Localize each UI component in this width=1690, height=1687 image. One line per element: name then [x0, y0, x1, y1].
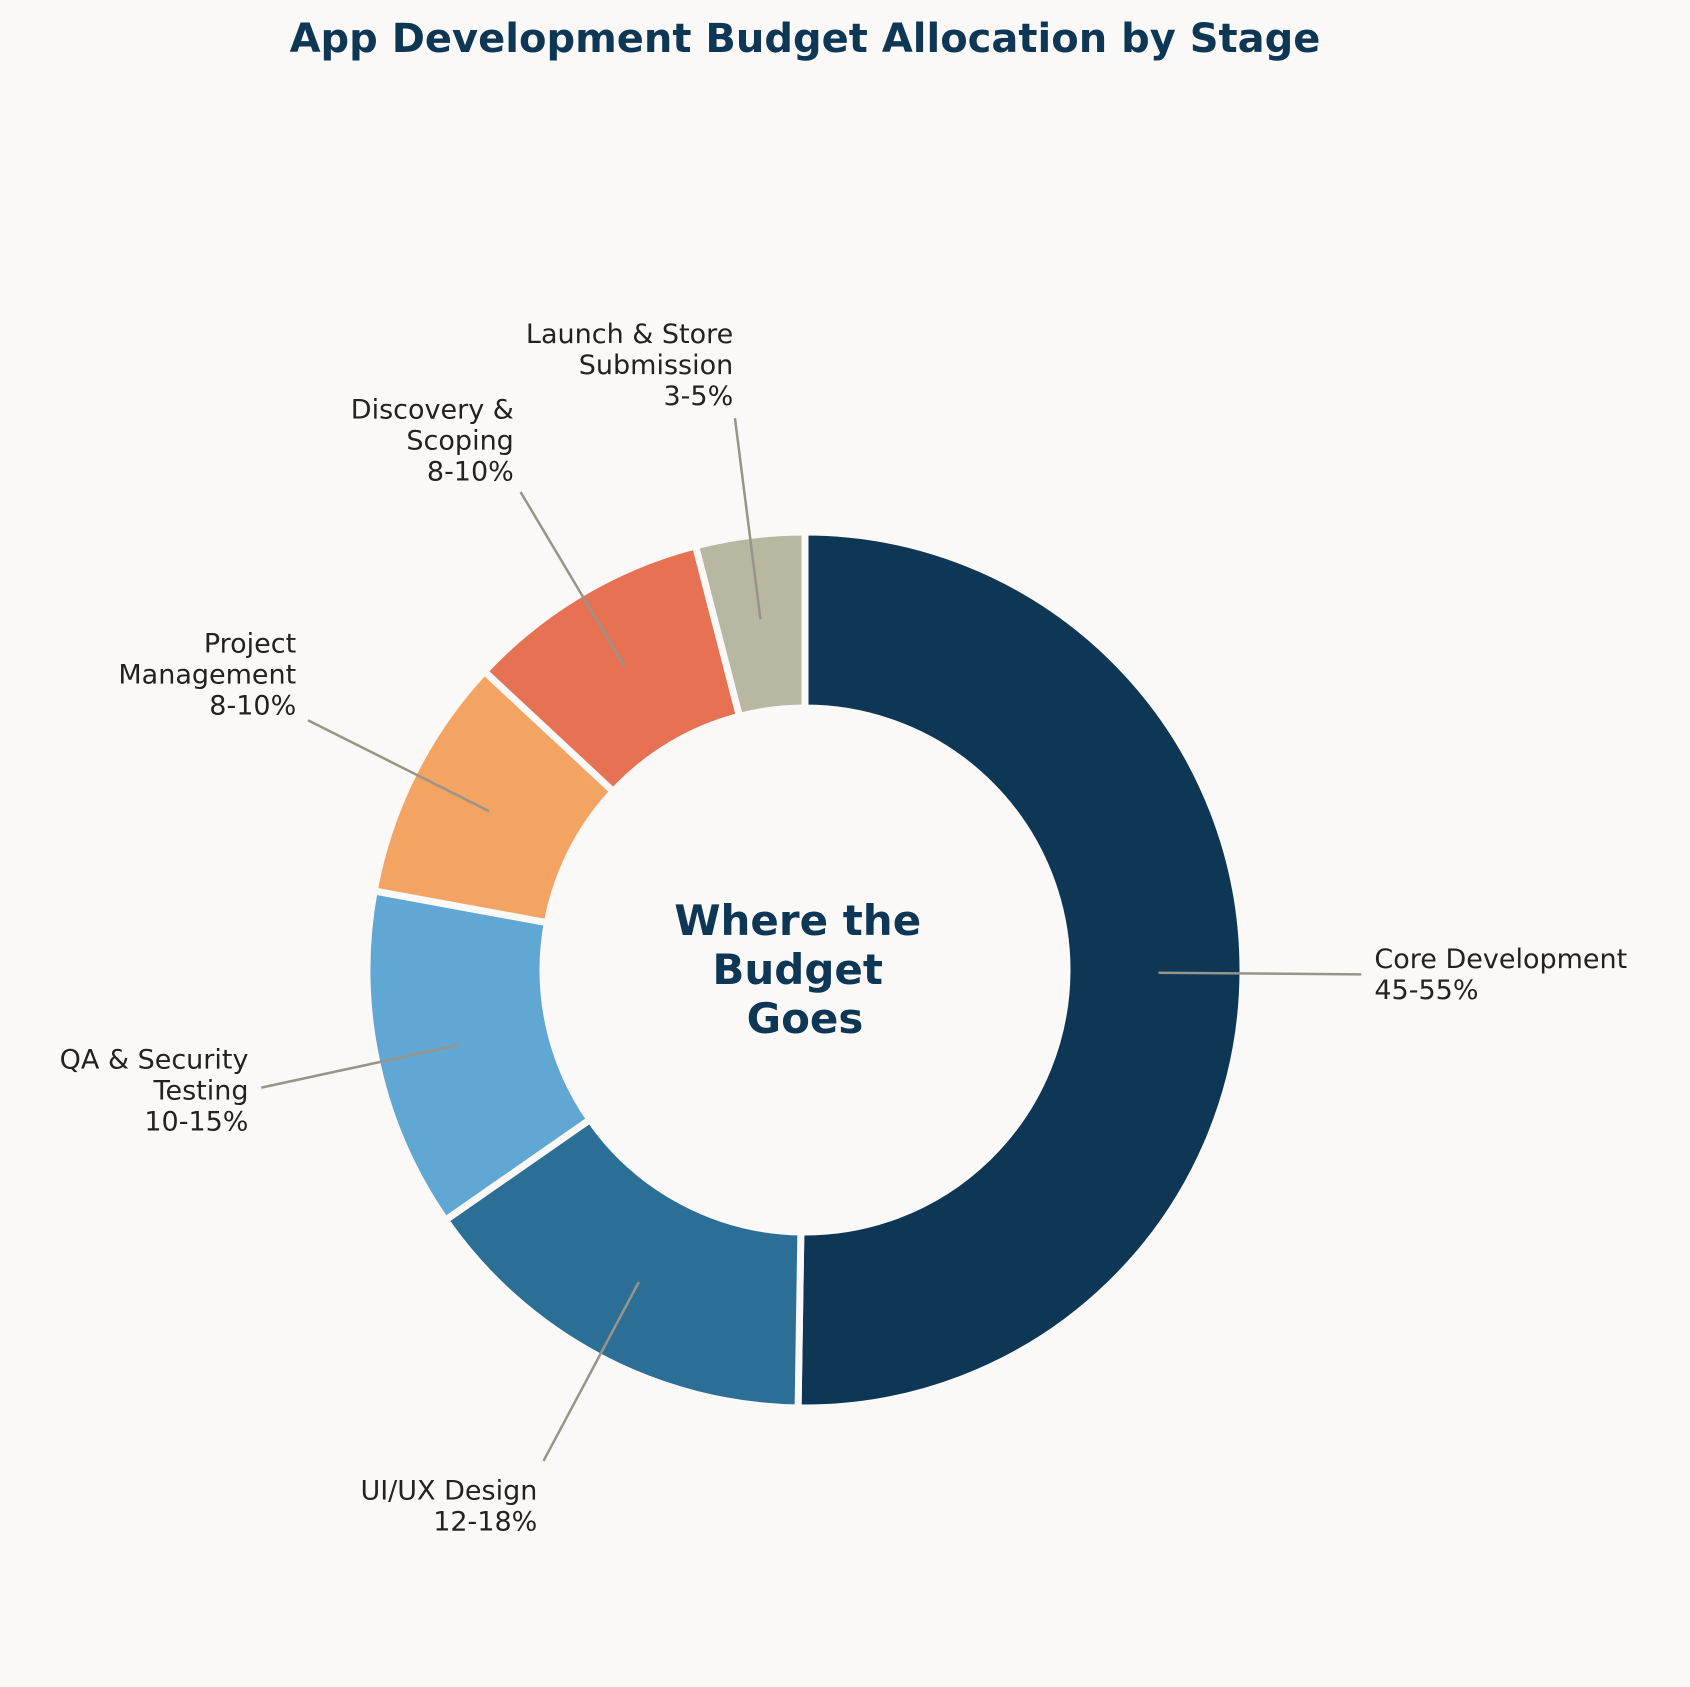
leader-line-discovery-scoping: [519, 491, 626, 667]
slice-labels: Core Development 45-55% UI/UX Design 12-18%…: [60, 319, 1628, 1537]
slice-label-name: Management: [118, 659, 296, 690]
slice-label-name: UI/UX Design: [360, 1476, 537, 1507]
slice-label-name: Submission: [579, 350, 733, 381]
slice-label-project-management: Project Management 8-10%: [118, 628, 296, 721]
center-label-line: Goes: [747, 994, 864, 1043]
leader-line-core-development: [1158, 971, 1362, 976]
leader-line-ui-ux-design: [542, 1281, 640, 1462]
slice-ui-ux-design: [440, 1114, 805, 1412]
slice-label-qa-security-testing: QA & Security Testing 10-15%: [60, 1044, 249, 1137]
leader-line-launch-store-submission: [733, 418, 762, 620]
leader-line-qa-security-testing: [261, 1043, 460, 1089]
slice-label-name: Launch & Store: [526, 319, 733, 350]
slice-core-development: [794, 528, 1247, 1412]
slice-label-name: Project: [204, 628, 296, 659]
slice-label-discovery-scoping: Discovery & Scoping 8-10%: [351, 395, 514, 488]
slice-label-range: 3-5%: [664, 381, 734, 412]
slice-label-name: Testing: [153, 1075, 249, 1106]
slice-label-name: QA & Security: [60, 1044, 249, 1075]
center-label-line: Where the: [674, 896, 921, 945]
slice-label-range: 8-10%: [427, 457, 514, 488]
slice-label-range: 10-15%: [144, 1106, 248, 1137]
leader-line-project-management: [307, 719, 490, 813]
center-label: Where the Budget Goes: [674, 896, 936, 1043]
center-label-line: Budget: [712, 945, 883, 994]
slice-label-core-development: Core Development 45-55%: [1374, 944, 1627, 1006]
slice-launch-store-submission: [691, 528, 809, 721]
slice-label-launch-store-submission: Launch & Store Submission 3-5%: [526, 319, 733, 412]
leader-lines: [261, 418, 1362, 1462]
slice-label-name: Scoping: [406, 426, 513, 457]
chart-title: App Development Budget Allocation by Sta…: [290, 16, 1321, 62]
slice-label-ui-ux-design: UI/UX Design 12-18%: [360, 1476, 537, 1538]
slice-label-name: Discovery &: [351, 395, 514, 426]
slice-label-range: 45-55%: [1374, 975, 1478, 1006]
slice-label-range: 8-10%: [209, 690, 296, 721]
slice-label-name: Core Development: [1374, 944, 1627, 975]
slice-label-range: 12-18%: [433, 1507, 537, 1538]
donut-slices: [363, 528, 1247, 1412]
